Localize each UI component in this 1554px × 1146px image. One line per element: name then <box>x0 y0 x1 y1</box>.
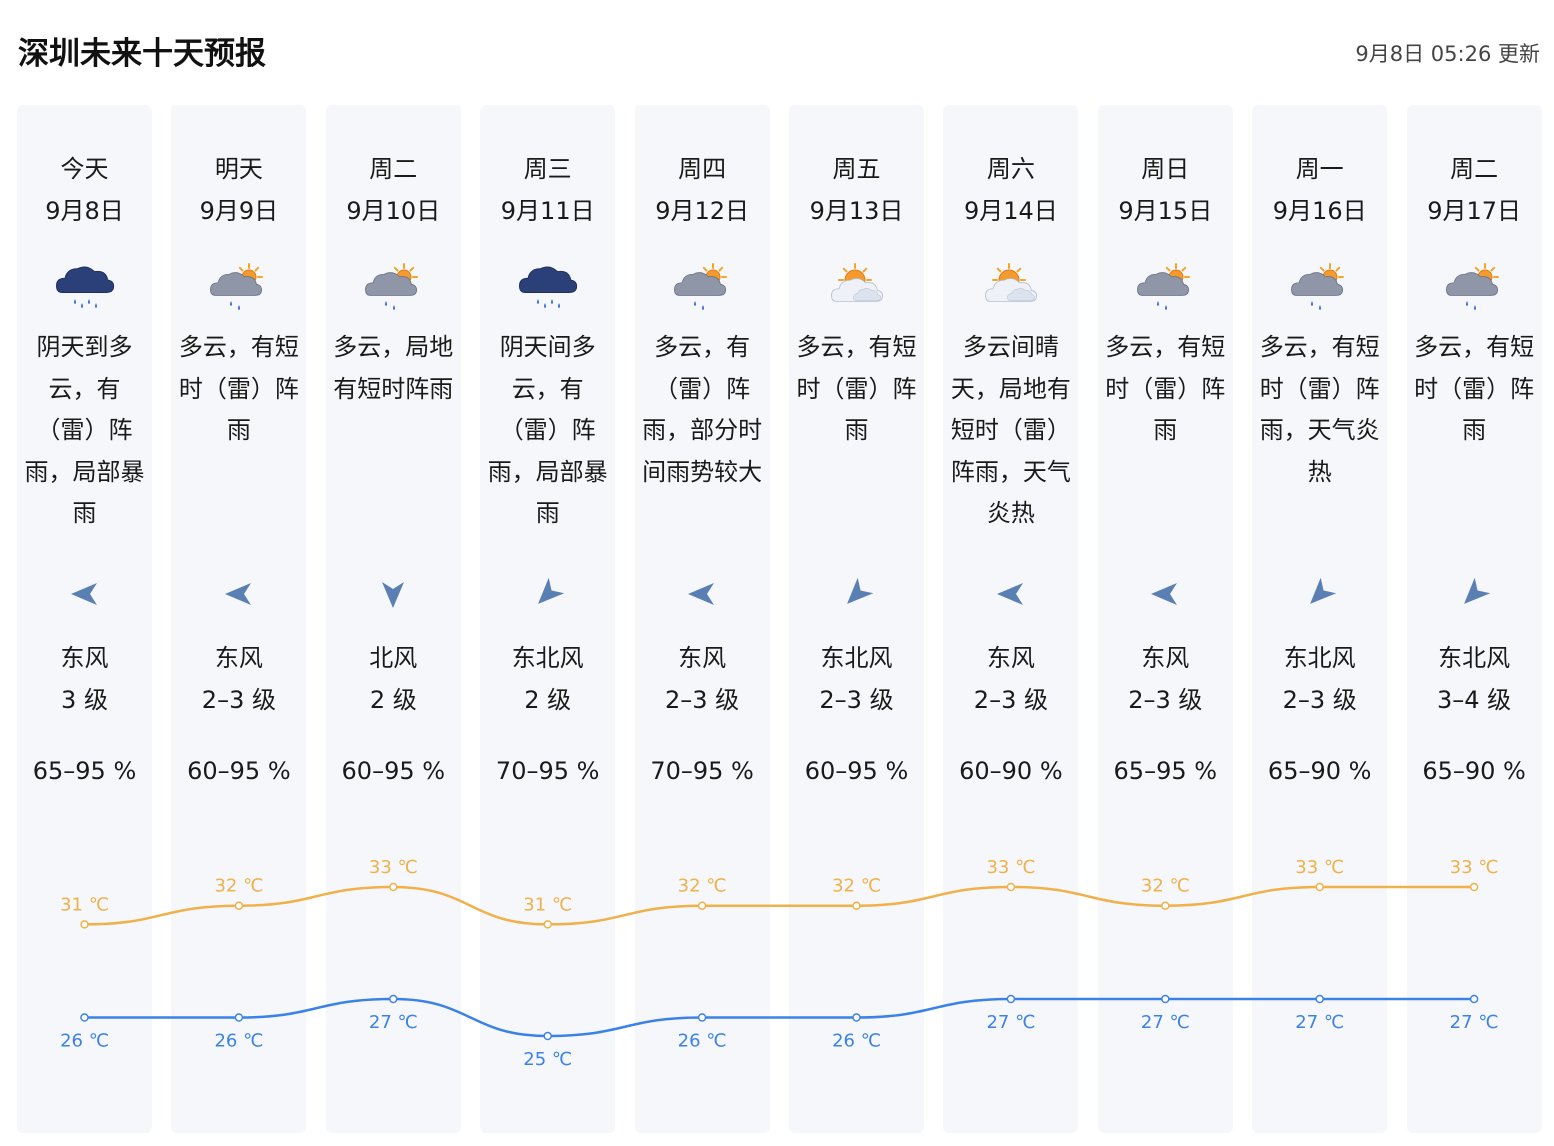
humidity-range: 65–90 % <box>1267 757 1372 785</box>
day-label: 周日 <box>1141 155 1190 183</box>
date-label: 9月16日 <box>1272 197 1367 225</box>
humidity-range: 70–95 % <box>495 757 600 785</box>
rain-cloud-icon <box>55 263 115 315</box>
wind-level: 3 级 <box>61 686 108 714</box>
day-label: 周四 <box>678 155 727 183</box>
wind-level: 2–3 级 <box>1282 686 1357 714</box>
weather-description: 多云间晴天，局地有短时（雷）阵雨，天气炎热 <box>950 333 1071 527</box>
forecast-day-column: 周二 9月17日 多云，有短时（雷）阵雨 东北风 3–4 级 65–90 % <box>1406 105 1542 1133</box>
weather-description: 多云，有短时（雷）阵雨 <box>796 333 917 444</box>
humidity-range: 60–95 % <box>187 757 291 785</box>
humidity-range: 70–95 % <box>650 757 754 785</box>
date-label: 9月13日 <box>809 197 904 225</box>
forecast-day-column: 周日 9月15日 多云，有短时（雷）阵雨 东风 2–3 级 65–95 % <box>1097 105 1233 1133</box>
forecast-day-column: 周一 9月16日 多云，有短时（雷）阵雨，天气炎热 东北风 2–3 级 65–90 % <box>1252 105 1388 1133</box>
date-label: 9月15日 <box>1118 197 1213 225</box>
wind-direction: 东风 <box>60 644 109 672</box>
forecast-day-column: 周六 9月14日 多云间晴天，局地有短时（雷）阵雨，天气炎热 东风 2–3 级 60–… <box>943 105 1079 1133</box>
wind-level: 3–4 级 <box>1437 686 1512 714</box>
forecast-day-column: 周三 9月11日 阴天间多云，有（雷）阵雨，局部暴雨 东北风 2 级 70–95 % <box>480 105 616 1133</box>
partly-sunny-icon <box>981 263 1041 315</box>
day-label: 周二 <box>369 155 418 183</box>
forecast-day-column: 周二 9月10日 多云，局地有短时阵雨 北风 2 级 60–95 % <box>325 105 461 1133</box>
wind-direction: 东风 <box>214 644 263 672</box>
partly-cloudy-rain-icon <box>209 263 269 315</box>
weather-description: 多云，有短时（雷）阵雨 <box>1414 333 1535 444</box>
wind-direction: 东北风 <box>511 644 584 672</box>
weather-description: 阴天间多云，有（雷）阵雨，局部暴雨 <box>487 333 608 527</box>
partly-sunny-icon <box>827 263 887 315</box>
date-label: 9月10日 <box>346 197 441 225</box>
date-label: 9月14日 <box>963 197 1058 225</box>
date-label: 9月11日 <box>500 197 595 225</box>
wind-direction-arrow-icon <box>840 577 874 611</box>
humidity-range: 60–95 % <box>804 757 909 785</box>
forecast-day-column: 周五 9月13日 多云，有短时（雷）阵雨 东北风 2–3 级 60–95 % <box>789 105 924 1133</box>
wind-direction: 东北风 <box>820 644 893 672</box>
partly-cloudy-rain-icon <box>1136 263 1196 315</box>
wind-level: 2–3 级 <box>1128 686 1203 714</box>
wind-level: 2–3 级 <box>201 686 276 714</box>
humidity-range: 60–90 % <box>959 757 1063 785</box>
wind-level: 2–3 级 <box>973 686 1048 714</box>
day-label: 明天 <box>214 155 263 183</box>
partly-cloudy-rain-icon <box>364 263 424 315</box>
day-label: 周二 <box>1450 155 1499 183</box>
page-title: 深圳未来十天预报 <box>18 36 266 72</box>
weather-description: 多云，有短时（雷）阵雨，天气炎热 <box>1259 333 1380 486</box>
wind-direction: 东北风 <box>1283 644 1356 672</box>
forecast-day-column: 周四 9月12日 多云，有（雷）阵雨，部分时间雨势较大 东风 2–3 级 70–95 … <box>634 105 770 1133</box>
wind-direction: 东风 <box>1141 644 1190 672</box>
partly-cloudy-rain-icon <box>1445 263 1505 315</box>
humidity-range: 65–95 % <box>32 757 137 785</box>
wind-direction: 东风 <box>678 644 727 672</box>
wind-level: 2 级 <box>524 686 572 714</box>
wind-direction-arrow-icon <box>1303 577 1337 611</box>
humidity-range: 65–90 % <box>1422 757 1526 785</box>
wind-direction-arrow-icon <box>1148 577 1182 611</box>
humidity-range: 60–95 % <box>341 757 446 785</box>
day-label: 周三 <box>523 155 572 183</box>
wind-level: 2–3 级 <box>819 686 894 714</box>
day-label: 今天 <box>60 155 109 183</box>
partly-cloudy-rain-icon <box>1290 263 1350 315</box>
wind-direction-arrow-icon <box>994 577 1028 611</box>
update-time: 9月8日 05:26 更新 <box>1355 42 1540 66</box>
wind-direction-arrow-icon <box>376 577 410 611</box>
wind-direction-arrow-icon <box>685 577 719 611</box>
partly-cloudy-rain-icon <box>673 263 733 315</box>
forecast-day-column: 明天 9月9日 多云，有短时（雷）阵雨 东风 2–3 级 60–95 % <box>171 105 307 1133</box>
wind-direction-arrow-icon <box>68 577 102 611</box>
wind-direction: 北风 <box>369 644 418 672</box>
date-label: 9月9日 <box>199 197 279 225</box>
humidity-range: 65–95 % <box>1113 757 1218 785</box>
day-label: 周六 <box>986 155 1035 183</box>
wind-direction-arrow-icon <box>222 577 256 611</box>
day-label: 周一 <box>1295 155 1344 183</box>
rain-cloud-icon <box>518 263 578 315</box>
date-label: 9月12日 <box>655 197 749 225</box>
wind-direction-arrow-icon <box>531 577 565 611</box>
wind-direction: 东北风 <box>1438 644 1511 672</box>
forecast-day-column: 今天 9月8日 阴天到多云，有（雷）阵雨，局部暴雨 东风 3 级 65–95 % <box>17 105 152 1133</box>
date-label: 9月17日 <box>1427 197 1521 225</box>
weather-description: 多云，有（雷）阵雨，部分时间雨势较大 <box>642 333 763 486</box>
weather-description: 多云，有短时（雷）阵雨 <box>1105 333 1226 444</box>
weather-description: 多云，有短时（雷）阵雨 <box>178 333 299 444</box>
wind-level: 2 级 <box>369 686 417 714</box>
weather-description: 阴天到多云，有（雷）阵雨，局部暴雨 <box>24 333 145 527</box>
wind-direction-arrow-icon <box>1457 577 1491 611</box>
day-label: 周五 <box>832 155 881 183</box>
wind-level: 2–3 级 <box>665 686 740 714</box>
weather-description: 多云，局地有短时阵雨 <box>333 333 454 403</box>
wind-direction: 东风 <box>986 644 1035 672</box>
date-label: 9月8日 <box>45 197 124 225</box>
